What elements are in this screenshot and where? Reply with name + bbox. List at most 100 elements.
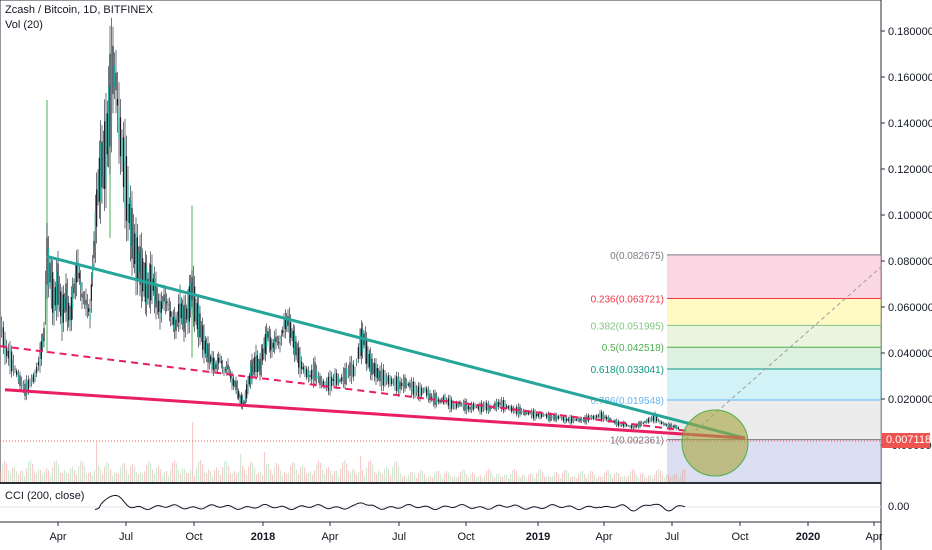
trendline[interactable] [0,345,691,433]
candle-body [85,300,87,305]
candle-body [130,200,132,246]
candle-body [121,138,123,163]
trendline[interactable] [46,254,746,440]
volume-bar [286,473,288,482]
volume-bar [198,461,200,482]
volume-bar [196,467,198,482]
trendline[interactable] [4,388,746,440]
candle-body [676,425,678,429]
volume-bar [302,464,304,482]
candle-body [656,416,658,422]
volume-bar [44,471,46,482]
volume-bar [332,475,334,482]
candle-body [36,366,38,373]
volume-bar [562,473,564,482]
volume-bar [236,474,238,482]
candle-body [666,424,668,426]
volume-bar [482,477,484,482]
candle-body [466,402,468,412]
volume-bar [430,476,432,482]
candle-body [128,204,130,223]
candle-body [486,402,488,411]
volume-bar [620,476,622,482]
candle-body [629,425,631,428]
candle-body [549,414,551,421]
volume-bar [634,470,636,482]
volume-bar [76,474,78,482]
time-axis[interactable]: Apr Jul Oct 2018 Apr Jul Oct 2019 Apr Jul Oct 2020 A… [49,522,883,543]
candle-body [142,258,144,292]
candle-body [427,389,429,400]
highlight-circle[interactable] [681,409,749,477]
candle-body [316,370,318,379]
x-tick-label: Apr [595,531,612,543]
candle-body [93,240,95,259]
candle-body [522,410,524,414]
volume-bar [374,471,376,482]
volume-bar [26,468,28,482]
candle-body [276,339,278,342]
candle-body [484,404,486,408]
volume-bar [576,478,578,482]
y-tick-label: 0.160000 [888,72,932,84]
volume-bar [378,470,380,482]
candle-body [501,400,503,409]
candle-body [263,342,265,355]
candle-body [82,297,84,299]
candle-body [37,361,39,366]
volume-bar [132,463,134,482]
candle-body [180,303,182,319]
candle-body [657,420,659,422]
volume-bar [158,465,160,482]
volume-bar [344,460,346,482]
candle-body [246,384,248,399]
price-axis[interactable]: 0.180000 0.160000 0.140000 0.120000 0.100000… [881,26,932,452]
candle-body [211,356,213,368]
volume-bar [230,472,232,482]
volume-bar [214,469,216,482]
symbol-title[interactable]: Zcash / Bitcoin, 1D, BITFINEX [5,4,153,16]
cci-axis-value: 0.00 [888,501,909,513]
candle-body [367,350,369,365]
volume-bar [384,468,386,482]
x-tick-label: Jul [119,531,133,543]
volume-bar [306,473,308,482]
volume-bar [292,462,294,482]
volume-bar [478,476,480,482]
candle-body [317,376,319,379]
candle-body [272,342,274,348]
volume-bar [676,474,678,482]
candle-body [312,363,314,383]
volume-bar [644,475,646,482]
volume-bar [94,470,96,482]
volume-bar [178,470,180,482]
candle-body [190,283,192,310]
cci-legend[interactable]: CCI (200, close) [5,490,85,502]
candle-body [654,413,656,422]
volume-bar [118,473,120,482]
volume-bar [424,474,426,482]
volume-bar [60,472,62,482]
candle-body [140,246,142,294]
volume-bar [68,473,70,482]
volume-legend[interactable]: Vol (20) [5,19,43,31]
volume-bar [650,475,652,482]
candle-body [326,381,328,388]
volume-bar [14,467,16,482]
candle-body [102,142,104,178]
candle-body [220,361,222,364]
candle-body [404,377,406,389]
candle-body [376,368,378,378]
volume-bar [592,471,594,482]
volume-bar [662,474,664,482]
volume-bar [40,469,42,482]
candle-body [147,278,149,299]
volume-bar [206,473,208,482]
candle-body [569,416,571,423]
volume-bar [244,469,246,482]
volume-bar [4,460,6,482]
volume-bar [508,478,510,482]
candle-body [304,368,306,375]
volume-bar [464,470,466,482]
